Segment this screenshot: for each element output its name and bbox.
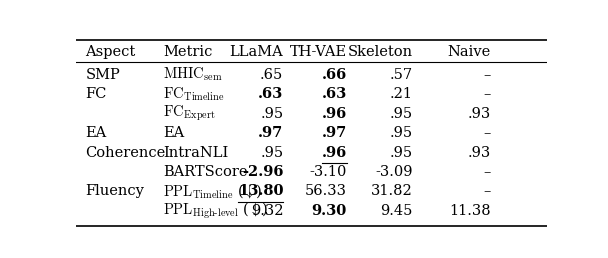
Text: .95: .95 (260, 107, 283, 120)
Text: BARTScore: BARTScore (163, 165, 247, 179)
Text: –: – (483, 87, 491, 101)
Text: .95: .95 (390, 146, 413, 159)
Text: .66: .66 (322, 68, 347, 82)
Text: .95: .95 (260, 146, 283, 159)
Text: .96: .96 (322, 146, 347, 159)
Text: LLaMA: LLaMA (230, 45, 283, 59)
Text: EA: EA (85, 126, 106, 140)
Text: .21: .21 (390, 87, 413, 101)
Text: $\mathrm{FC}_{\mathrm{Timeline}}$: $\mathrm{FC}_{\mathrm{Timeline}}$ (163, 85, 224, 103)
Text: 56.33: 56.33 (305, 184, 347, 198)
Text: .57: .57 (390, 68, 413, 82)
Text: 13.80: 13.80 (238, 184, 283, 198)
Text: .93: .93 (468, 107, 491, 120)
Text: .65: .65 (260, 68, 283, 82)
Text: -3.10: -3.10 (309, 165, 347, 179)
Text: 11.38: 11.38 (449, 204, 491, 218)
Text: Aspect: Aspect (85, 45, 136, 59)
Text: Skeleton: Skeleton (348, 45, 413, 59)
Text: 9.45: 9.45 (381, 204, 413, 218)
Text: .95: .95 (390, 107, 413, 120)
Text: 31.82: 31.82 (371, 184, 413, 198)
Text: $\mathrm{PPL}_{\mathrm{Timeline}}$ ($\downarrow$): $\mathrm{PPL}_{\mathrm{Timeline}}$ ($\do… (163, 182, 262, 200)
Text: –: – (483, 165, 491, 179)
Text: .63: .63 (322, 87, 347, 101)
Text: FC: FC (85, 87, 107, 101)
Text: Coherence: Coherence (85, 146, 165, 159)
Text: -2.96: -2.96 (242, 165, 283, 179)
Text: SMP: SMP (85, 68, 120, 82)
Text: TH-VAE: TH-VAE (290, 45, 347, 59)
Text: Fluency: Fluency (85, 184, 144, 198)
Text: –: – (483, 184, 491, 198)
Text: –: – (483, 126, 491, 140)
Text: $\mathrm{FC}_{\mathrm{Expert}}$: $\mathrm{FC}_{\mathrm{Expert}}$ (163, 104, 216, 123)
Text: .63: .63 (258, 87, 283, 101)
Text: 9.30: 9.30 (312, 204, 347, 218)
Text: Metric: Metric (163, 45, 213, 59)
Text: .97: .97 (322, 126, 347, 140)
Text: $\mathrm{MHIC}_{\mathrm{sem}}$: $\mathrm{MHIC}_{\mathrm{sem}}$ (163, 66, 223, 83)
Text: –: – (483, 68, 491, 82)
Text: -3.09: -3.09 (375, 165, 413, 179)
Text: EA: EA (163, 126, 184, 140)
Text: $\mathrm{PPL}_{\mathrm{High\text{-}level}}$ ($\downarrow$): $\mathrm{PPL}_{\mathrm{High\text{-}level… (163, 201, 268, 221)
Text: Naive: Naive (447, 45, 491, 59)
Text: .96: .96 (322, 107, 347, 120)
Text: .97: .97 (258, 126, 283, 140)
Text: IntraNLI: IntraNLI (163, 146, 229, 159)
Text: .95: .95 (390, 126, 413, 140)
Text: .93: .93 (468, 146, 491, 159)
Text: 9.32: 9.32 (251, 204, 283, 218)
